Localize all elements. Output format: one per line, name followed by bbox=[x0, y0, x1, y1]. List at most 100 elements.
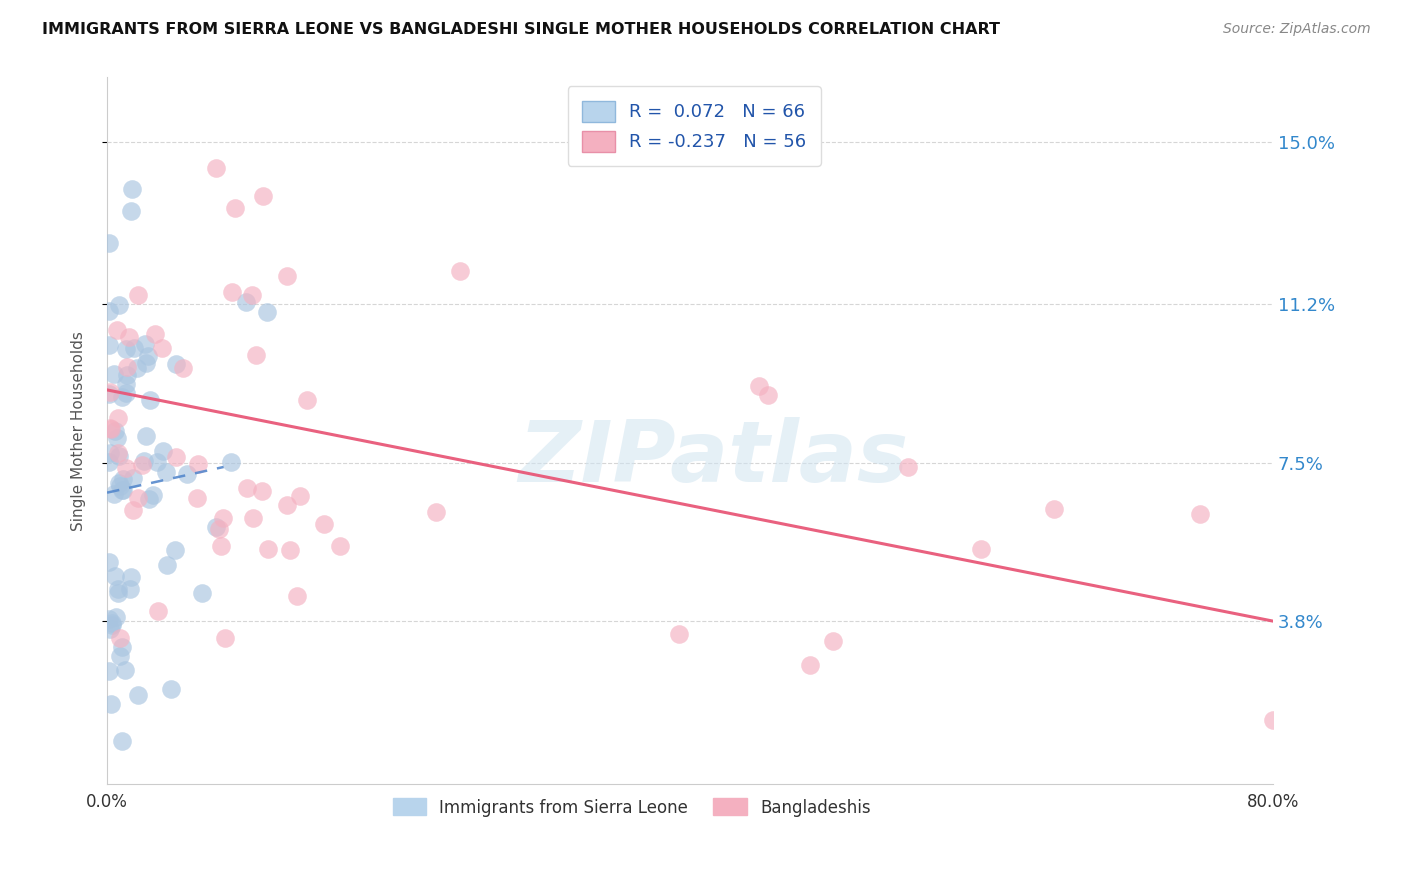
Point bbox=[97, 611, 120, 625]
Point bbox=[98, 421, 121, 435]
Point bbox=[108, 297, 131, 311]
Point bbox=[156, 558, 179, 572]
Point bbox=[110, 649, 132, 664]
Point bbox=[120, 582, 142, 596]
Point bbox=[105, 323, 128, 337]
Point bbox=[242, 511, 264, 525]
Point bbox=[148, 604, 170, 618]
Point bbox=[756, 388, 779, 402]
Point bbox=[98, 385, 121, 400]
Point bbox=[288, 489, 311, 503]
Point bbox=[138, 491, 160, 506]
Point bbox=[214, 631, 236, 645]
Point bbox=[127, 688, 149, 702]
Point bbox=[1043, 501, 1066, 516]
Point bbox=[115, 368, 138, 383]
Point bbox=[100, 617, 122, 632]
Point bbox=[122, 503, 145, 517]
Point bbox=[176, 467, 198, 481]
Point bbox=[112, 472, 135, 486]
Point bbox=[135, 356, 157, 370]
Point bbox=[97, 386, 120, 401]
Point bbox=[205, 161, 228, 176]
Point bbox=[142, 488, 165, 502]
Point bbox=[115, 376, 138, 391]
Point bbox=[152, 443, 174, 458]
Point bbox=[150, 342, 173, 356]
Point bbox=[146, 455, 169, 469]
Point bbox=[127, 491, 149, 506]
Point bbox=[97, 455, 120, 469]
Point bbox=[256, 304, 278, 318]
Point bbox=[276, 268, 298, 283]
Point bbox=[252, 189, 274, 203]
Point bbox=[139, 393, 162, 408]
Point bbox=[108, 449, 131, 463]
Point bbox=[107, 586, 129, 600]
Point bbox=[98, 665, 121, 679]
Point bbox=[103, 487, 125, 501]
Point bbox=[122, 471, 145, 485]
Point bbox=[120, 204, 142, 219]
Point bbox=[1188, 507, 1211, 521]
Point bbox=[212, 510, 235, 524]
Point bbox=[103, 367, 125, 381]
Point bbox=[221, 285, 243, 299]
Point bbox=[124, 341, 146, 355]
Point bbox=[138, 349, 160, 363]
Point bbox=[120, 569, 142, 583]
Point bbox=[245, 349, 267, 363]
Point bbox=[135, 429, 157, 443]
Point bbox=[224, 202, 246, 216]
Text: ZIPatlas: ZIPatlas bbox=[519, 417, 908, 500]
Point bbox=[98, 338, 121, 352]
Point bbox=[111, 734, 134, 748]
Point bbox=[187, 457, 209, 471]
Point bbox=[425, 505, 447, 519]
Point bbox=[115, 386, 138, 401]
Point bbox=[748, 379, 770, 393]
Point bbox=[799, 658, 821, 673]
Point bbox=[165, 450, 187, 464]
Point bbox=[107, 411, 129, 425]
Point bbox=[219, 455, 242, 469]
Point bbox=[235, 295, 257, 310]
Point bbox=[111, 640, 134, 655]
Point bbox=[134, 337, 156, 351]
Point bbox=[115, 359, 138, 374]
Point bbox=[205, 520, 228, 534]
Point bbox=[295, 393, 318, 408]
Point bbox=[312, 516, 335, 531]
Point bbox=[107, 582, 129, 597]
Point bbox=[98, 446, 121, 460]
Point bbox=[236, 481, 259, 495]
Point bbox=[821, 633, 844, 648]
Point bbox=[131, 458, 153, 472]
Point bbox=[668, 627, 690, 641]
Point bbox=[970, 542, 993, 557]
Point bbox=[240, 287, 263, 301]
Point bbox=[252, 484, 274, 499]
Point bbox=[172, 360, 194, 375]
Point bbox=[100, 615, 122, 630]
Text: IMMIGRANTS FROM SIERRA LEONE VS BANGLADESHI SINGLE MOTHER HOUSEHOLDS CORRELATION: IMMIGRANTS FROM SIERRA LEONE VS BANGLADE… bbox=[42, 22, 1000, 37]
Point bbox=[155, 465, 177, 479]
Point bbox=[209, 539, 232, 553]
Point bbox=[257, 542, 280, 557]
Point bbox=[111, 483, 134, 497]
Point bbox=[287, 589, 309, 603]
Point bbox=[100, 697, 122, 711]
Point bbox=[1261, 713, 1284, 727]
Point bbox=[104, 569, 127, 583]
Point bbox=[98, 622, 121, 636]
Point bbox=[449, 264, 471, 278]
Point bbox=[278, 542, 301, 557]
Point bbox=[112, 483, 135, 497]
Legend: Immigrants from Sierra Leone, Bangladeshis: Immigrants from Sierra Leone, Bangladesh… bbox=[384, 790, 879, 825]
Point bbox=[111, 390, 134, 404]
Point bbox=[191, 585, 214, 599]
Point bbox=[328, 539, 350, 553]
Point bbox=[143, 326, 166, 341]
Point bbox=[108, 631, 131, 645]
Point bbox=[276, 498, 298, 512]
